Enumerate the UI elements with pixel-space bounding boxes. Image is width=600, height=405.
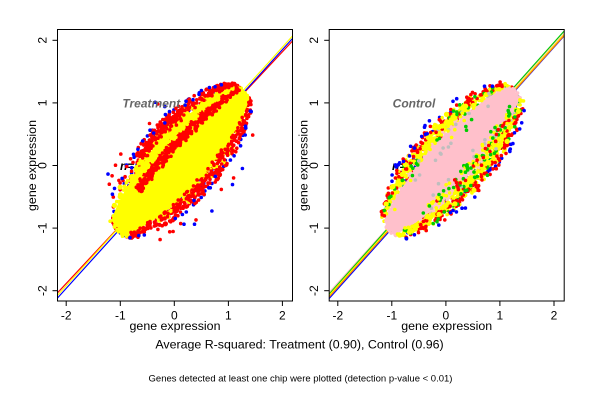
svg-text:-2: -2 xyxy=(307,285,321,296)
svg-text:2: 2 xyxy=(36,37,50,44)
svg-text:1: 1 xyxy=(225,309,232,323)
svg-text:-1: -1 xyxy=(386,309,397,323)
svg-text:0: 0 xyxy=(307,162,321,169)
svg-text:1: 1 xyxy=(497,309,504,323)
svg-text:0: 0 xyxy=(171,309,178,323)
svg-text:-1: -1 xyxy=(115,309,126,323)
svg-text:Average R-squared: Treatment (: Average R-squared: Treatment (0.90), Con… xyxy=(155,338,443,352)
svg-text:-1: -1 xyxy=(307,222,321,233)
svg-text:0: 0 xyxy=(36,162,50,169)
svg-text:Genes detected at least one ch: Genes detected at least one chip were pl… xyxy=(149,373,453,384)
svg-text:gene expression: gene expression xyxy=(401,319,492,333)
svg-text:2: 2 xyxy=(551,309,558,323)
svg-text:-2: -2 xyxy=(332,309,343,323)
svg-text:0: 0 xyxy=(443,309,450,323)
svg-text:Control: Control xyxy=(393,97,436,111)
svg-text:gene expression: gene expression xyxy=(25,120,39,211)
svg-text:-1: -1 xyxy=(36,222,50,233)
svg-text:-2: -2 xyxy=(36,285,50,296)
svg-text:2: 2 xyxy=(279,309,286,323)
svg-text:gene expression: gene expression xyxy=(130,319,221,333)
svg-text:1: 1 xyxy=(307,99,321,106)
svg-text:2: 2 xyxy=(307,37,321,44)
svg-text:1: 1 xyxy=(36,99,50,106)
svg-text:gene expression: gene expression xyxy=(297,120,311,211)
svg-text:Treatment: Treatment xyxy=(122,97,181,111)
svg-text:-2: -2 xyxy=(61,309,72,323)
